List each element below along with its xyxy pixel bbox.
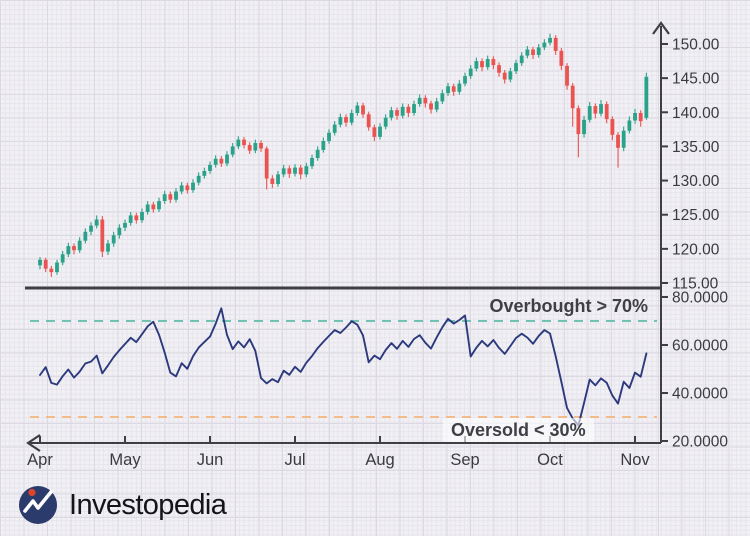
svg-text:145.00: 145.00 bbox=[672, 71, 720, 88]
svg-text:115.00: 115.00 bbox=[672, 276, 719, 293]
svg-text:Apr: Apr bbox=[27, 451, 53, 469]
svg-text:Aug: Aug bbox=[365, 451, 394, 469]
svg-text:60.0000: 60.0000 bbox=[672, 338, 728, 355]
svg-text:Sep: Sep bbox=[450, 451, 479, 469]
svg-text:150.00: 150.00 bbox=[672, 37, 720, 54]
svg-text:Oct: Oct bbox=[537, 451, 563, 469]
svg-text:125.00: 125.00 bbox=[672, 207, 720, 224]
svg-text:20.0000: 20.0000 bbox=[672, 434, 728, 451]
svg-text:135.00: 135.00 bbox=[672, 139, 720, 156]
brand-logo: Investopedia bbox=[16, 483, 227, 527]
investopedia-icon bbox=[19, 486, 57, 524]
svg-text:May: May bbox=[109, 451, 141, 469]
svg-text:80.0000: 80.0000 bbox=[672, 290, 728, 307]
oversold-annotation: Oversold < 30% bbox=[443, 418, 594, 442]
svg-text:Jun: Jun bbox=[197, 451, 224, 469]
svg-text:130.00: 130.00 bbox=[672, 173, 720, 190]
svg-text:Nov: Nov bbox=[620, 451, 650, 469]
svg-text:40.0000: 40.0000 bbox=[672, 386, 728, 403]
brand-logo-text: Investopedia bbox=[69, 488, 227, 521]
svg-text:Jul: Jul bbox=[284, 451, 305, 469]
svg-text:120.00: 120.00 bbox=[672, 241, 720, 258]
overbought-annotation: Overbought > 70% bbox=[489, 296, 648, 316]
svg-text:140.00: 140.00 bbox=[672, 105, 720, 122]
